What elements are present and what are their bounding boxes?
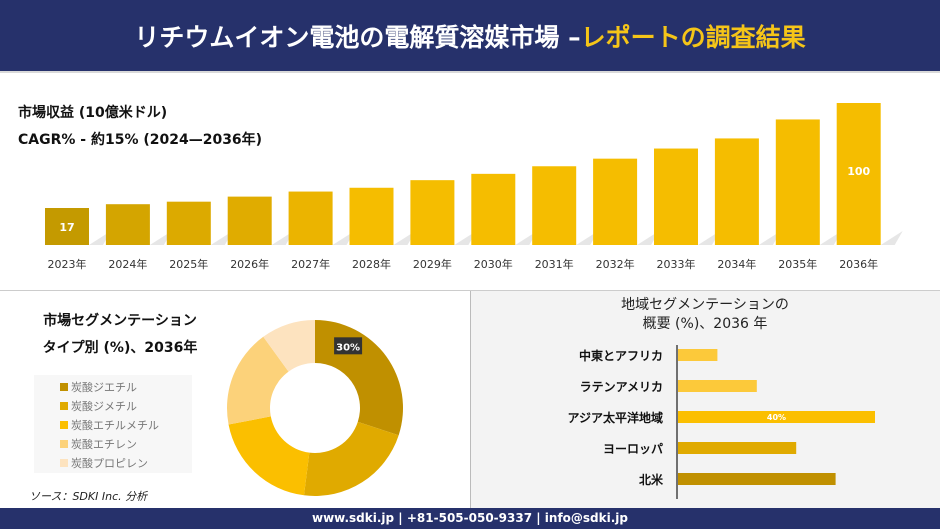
bar-shadow xyxy=(454,231,477,245)
region-bar xyxy=(678,473,836,485)
title-main: リチウムイオン電池の電解質溶媒市場 – xyxy=(134,22,581,52)
region-bar xyxy=(678,349,718,361)
legend-label: 炭酸ジエチル xyxy=(71,380,137,394)
type-legend: 炭酸ジエチル 炭酸ジメチル炭酸エチルメチル 炭酸エチレン 炭酸プロピレン xyxy=(34,375,192,473)
x-tick-label: 2028年 xyxy=(352,257,391,271)
legend-swatch xyxy=(60,382,68,391)
region-panel xyxy=(470,291,940,508)
donut-slice xyxy=(228,416,310,496)
x-tick-label: 2035年 xyxy=(778,257,817,271)
revenue-bar xyxy=(288,191,333,245)
legend-swatch xyxy=(60,420,68,429)
legend-label: 炭酸ジメチル xyxy=(71,399,137,413)
region-data-label: 40% xyxy=(767,413,786,422)
region-label: ヨーロッパ xyxy=(603,442,663,456)
revenue-bar xyxy=(166,201,211,245)
revenue-bar xyxy=(593,158,638,245)
bar-shadow xyxy=(271,231,294,245)
cagr-label: CAGR% - 約15% (2024—2036年) xyxy=(18,132,263,148)
type-segment-title: 市場セグメンテーション タイプ別 (%)、2036年 xyxy=(20,308,220,362)
type-title-line2: タイプ別 (%)、2036年 xyxy=(42,340,198,356)
region-label: 中東とアフリカ xyxy=(579,348,663,363)
region-bar xyxy=(678,411,875,423)
bar-shadow xyxy=(576,231,599,245)
revenue-bar xyxy=(105,204,150,245)
revenue-bar xyxy=(45,208,89,245)
region-bar xyxy=(678,380,757,392)
x-tick-label: 2029年 xyxy=(413,257,452,271)
region-label: 北米 xyxy=(639,472,664,487)
x-tick-label: 2024年 xyxy=(108,257,147,271)
bar-shadow xyxy=(758,231,781,245)
title-highlight: レポートの調査結果 xyxy=(580,22,806,52)
x-tick-label: 2034年 xyxy=(717,257,756,271)
legend-label: 炭酸エチレン xyxy=(71,437,137,451)
x-tick-label: 2030年 xyxy=(474,257,513,271)
donut-slice xyxy=(303,421,399,496)
revenue-bar xyxy=(836,103,881,245)
revenue-bar xyxy=(471,173,516,245)
legend-item: 炭酸ジメチル xyxy=(60,396,192,415)
type-donut-chart: 30% xyxy=(227,320,403,496)
legend-swatch xyxy=(60,439,68,448)
revenue-bar-chart: 2023年 17 2024年 2025年 2026年 2027年 2028年 2029年 203… xyxy=(45,103,903,271)
bar-shadow xyxy=(332,231,355,245)
source-note: ソース：SDKI Inc. 分析 xyxy=(29,490,148,503)
legend-label: 炭酸エチルメチル xyxy=(71,418,159,432)
bar-shadow xyxy=(698,231,720,245)
legend-swatch xyxy=(60,401,68,410)
market-info: 市場収益 (10億米ドル) CAGR% - 約15% (2024—2036年) xyxy=(18,100,262,154)
bar-shadow xyxy=(819,231,842,245)
x-tick-label: 2032年 xyxy=(596,257,635,271)
region-title-line1: 地域セグメンテーションの xyxy=(621,297,789,313)
revenue-bar xyxy=(349,187,394,245)
revenue-label: 市場収益 (10億米ドル) xyxy=(18,105,168,121)
type-title-line1: 市場セグメンテーション xyxy=(43,313,197,329)
bar-data-label: 100 xyxy=(847,165,870,178)
slice-data-label: 30% xyxy=(334,337,363,355)
region-title-line2: 概要 (%)、2036 年 xyxy=(642,316,768,332)
x-tick-label: 2026年 xyxy=(230,257,269,271)
x-tick-label: 2033年 xyxy=(657,257,696,271)
bar-shadow xyxy=(89,231,111,245)
bar-shadow xyxy=(637,231,660,245)
region-title: 地域セグメンテーションの 概要 (%)、2036 年 xyxy=(470,296,940,334)
bar-shadow xyxy=(515,231,538,245)
x-tick-label: 2027年 xyxy=(291,257,330,271)
revenue-bar xyxy=(775,119,820,245)
region-bar xyxy=(678,442,797,454)
divider xyxy=(0,290,940,291)
bar-shadow xyxy=(880,231,903,245)
svg-text:30%: 30% xyxy=(336,342,360,353)
revenue-bar xyxy=(714,138,759,245)
revenue-bar xyxy=(532,166,577,245)
bar-shadow xyxy=(393,231,416,245)
bar-shadow xyxy=(149,231,172,245)
legend-item: 炭酸エチレン xyxy=(60,434,192,453)
revenue-bar xyxy=(227,196,272,245)
header-banner: リチウムイオン電池の電解質溶媒市場 – レポートの調査結果 xyxy=(0,0,940,73)
x-tick-label: 2025年 xyxy=(169,257,208,271)
footer-contact: www.sdki.jp | +81-505-050-9337 | info@sd… xyxy=(0,508,940,529)
revenue-bar xyxy=(410,180,455,245)
legend-item: 炭酸プロピレン xyxy=(60,453,192,472)
region-label: ラテンアメリカ xyxy=(580,380,663,394)
x-tick-label: 2023年 xyxy=(48,257,87,271)
legend-item: 炭酸ジエチル xyxy=(60,377,192,396)
bar-shadow xyxy=(210,231,233,245)
bar-data-label: 17 xyxy=(59,221,74,234)
region-label: アジア太平洋地域 xyxy=(567,410,663,425)
x-tick-label: 2031年 xyxy=(535,257,574,271)
donut-slice xyxy=(263,320,315,372)
donut-slice xyxy=(315,320,403,436)
donut-slice xyxy=(227,336,289,425)
legend-item: 炭酸エチルメチル xyxy=(60,415,192,434)
legend-label: 炭酸プロピレン xyxy=(71,456,148,470)
x-tick-label: 2036年 xyxy=(839,257,878,271)
legend-swatch xyxy=(60,458,68,467)
revenue-bar xyxy=(654,148,698,245)
